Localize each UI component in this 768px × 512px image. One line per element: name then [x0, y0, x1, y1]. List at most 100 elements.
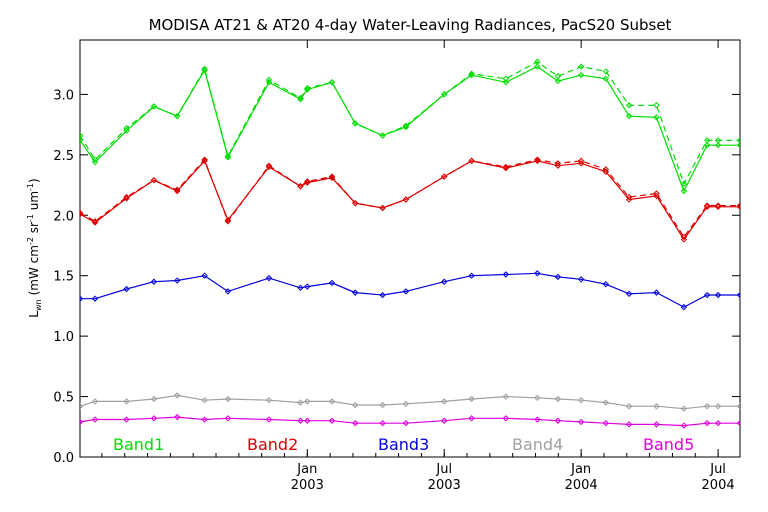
Band2-point: [602, 166, 610, 173]
Band4-point: [502, 393, 510, 400]
Band1-point: [703, 141, 711, 149]
Band4-point: [201, 396, 208, 404]
Band5-point: [352, 419, 359, 427]
x-tick-year: 2003: [428, 478, 461, 493]
Band2-point: [703, 203, 711, 211]
Band4-point: [91, 398, 99, 405]
Band1-point: [554, 77, 562, 85]
ylabel-exp1: -2: [26, 237, 35, 245]
Band2-point: [441, 173, 448, 180]
Band2-point: [554, 160, 562, 167]
ylabel-mid1: sr: [27, 222, 41, 237]
Band1-point: [468, 71, 475, 79]
Band1-series: [80, 63, 740, 195]
Band5-point: [150, 415, 158, 422]
Band1-point: [402, 122, 410, 130]
Band1-point: [534, 63, 541, 70]
Band3-point: [625, 290, 633, 298]
Band4-point: [714, 403, 722, 410]
legend-item: Band4: [512, 435, 563, 454]
Band3-point: [150, 278, 158, 285]
Band5-point: [468, 415, 475, 422]
Band5-point: [534, 416, 541, 423]
Band2-point: [577, 157, 585, 165]
Band1-point: [201, 67, 208, 74]
Band2-point: [625, 196, 633, 203]
series-layer: [80, 58, 740, 429]
Band1-line: [80, 61, 740, 186]
Band5-point: [379, 419, 386, 427]
Band1-point: [201, 65, 208, 73]
Band4-point: [534, 394, 541, 401]
Band2-point: [297, 183, 304, 190]
Band2-point: [554, 162, 562, 169]
x-tick-month: Jan: [296, 462, 317, 477]
Band3-point: [304, 283, 311, 290]
Band1-point: [602, 68, 610, 75]
Band1-point: [352, 120, 359, 127]
Band2-point: [736, 203, 740, 211]
x-tick-year: 2004: [565, 478, 598, 493]
Band5-point: [328, 417, 336, 424]
Band1-point: [297, 94, 304, 102]
Band1-point: [714, 141, 722, 149]
Band2-point: [602, 168, 610, 175]
Band2-point: [304, 179, 311, 186]
Band3-point: [328, 279, 336, 287]
Band2-point: [224, 218, 232, 225]
Band4-point: [602, 399, 610, 406]
Band4-point: [468, 395, 475, 403]
Band3-point: [352, 289, 359, 296]
Band3-point: [91, 295, 99, 302]
Band2-series: [80, 157, 740, 243]
Band2-point: [123, 193, 130, 201]
Band4-point: [554, 395, 562, 403]
Band2-point: [653, 190, 660, 197]
ylabel-rest: (mW cm: [27, 245, 41, 295]
Band1-point: [304, 85, 311, 92]
Band3-point: [554, 273, 562, 281]
Band4-point: [680, 405, 688, 412]
Band1-point: [736, 137, 740, 144]
Band5-point: [577, 418, 585, 426]
Band2-point: [653, 192, 660, 200]
Band4-point: [736, 403, 740, 410]
Band1-point: [123, 125, 130, 132]
x-tick-month: Jul: [435, 462, 452, 477]
Band1-point: [534, 58, 541, 65]
Band3-point: [174, 277, 181, 284]
Band5-point: [441, 417, 448, 424]
x-tick-year: 2004: [702, 478, 735, 493]
Band5-point: [402, 419, 410, 427]
Band4-point: [703, 403, 711, 410]
Band4-point: [297, 399, 304, 406]
Band3-point: [534, 270, 541, 277]
ylabel-end: ): [27, 178, 41, 183]
Band3-point: [680, 303, 688, 311]
Band4-series: [80, 392, 740, 412]
Band3-point: [297, 284, 304, 291]
Band3-point: [201, 272, 208, 279]
Band2-point: [714, 203, 722, 211]
legend-item: Band3: [378, 435, 429, 454]
Band1-point: [703, 137, 711, 144]
Band3-point: [80, 295, 84, 302]
y-tick-label: 0.0: [53, 451, 74, 466]
Band1-point: [91, 158, 99, 166]
Band2-point: [534, 157, 541, 165]
Band5-point: [265, 416, 273, 423]
Band4-point: [224, 395, 232, 403]
Band5-point: [80, 418, 84, 426]
Band5-series: [80, 413, 740, 429]
Band1-point: [265, 76, 273, 84]
Band2-point: [265, 162, 273, 169]
ylabel-exp2: -1: [26, 214, 35, 222]
Band4-point: [174, 392, 181, 399]
Band3-point: [123, 285, 130, 293]
Band1-point: [625, 102, 633, 109]
Band4-point: [379, 401, 386, 409]
Band2-point: [328, 173, 336, 180]
legend-item: Band5: [643, 435, 694, 454]
legend-item: Band2: [247, 435, 298, 454]
